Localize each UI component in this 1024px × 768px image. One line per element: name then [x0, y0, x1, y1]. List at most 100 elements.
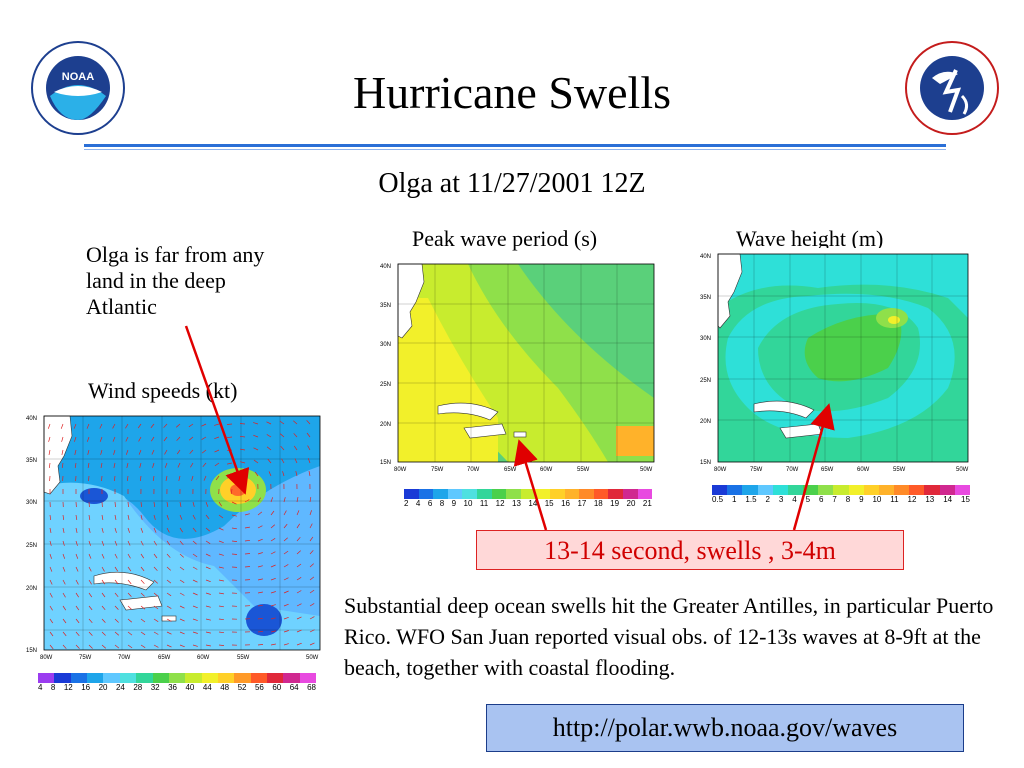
colorbar-tick: 21 [642, 499, 652, 508]
wind-vector [179, 618, 185, 622]
wind-vector [88, 553, 92, 559]
nws-logo [904, 40, 1000, 136]
slide-subtitle: Olga at 11/27/2001 12Z [378, 168, 646, 199]
wind-vector [86, 436, 90, 442]
period-colorbar: 2 4 6 8 9 10 11 12 13 14 15 16 17 18 19 20 21 [404, 489, 653, 508]
wind-vector [88, 592, 93, 598]
colorbar-tick: 28 [133, 683, 143, 692]
wind-vector [86, 423, 90, 429]
wind-vector [114, 501, 116, 508]
wind-vector [140, 514, 143, 520]
wind-vector [201, 423, 207, 427]
wind-vector [75, 605, 80, 611]
waves-url-link[interactable]: http://polar.wwb.noaa.gov/waves [486, 704, 964, 752]
wind-vector [214, 462, 220, 467]
wind-vector [244, 553, 251, 555]
wind-vector [270, 524, 276, 529]
colorbar-tick: 8 [439, 499, 445, 508]
wind-vector [140, 527, 144, 533]
wind-vector [205, 514, 210, 520]
wind-vector [140, 540, 144, 546]
colorbar-tick: 14 [528, 499, 538, 508]
wind-vector [257, 604, 263, 607]
wind-vector [226, 423, 233, 425]
wind-vector [61, 449, 64, 455]
wind-vector [137, 423, 142, 429]
wind-vector [296, 577, 302, 581]
wind-vector [192, 540, 197, 545]
colorbar-tick: 12 [63, 683, 73, 692]
wind-vector [306, 420, 311, 425]
wind-vector [101, 475, 103, 482]
wind-vector [166, 592, 172, 597]
wind-vector [153, 631, 159, 635]
wind-vector [62, 579, 66, 585]
wind-vector [75, 527, 78, 533]
lat-tick: 25N [380, 382, 391, 388]
period-map-lat-axis: 40N 35N 30N 25N 20N 15N [380, 264, 391, 466]
wind-vector [253, 422, 259, 425]
wind-vector [114, 605, 119, 610]
wind-vector [231, 514, 237, 517]
wind-vector [244, 499, 250, 503]
wind-vector [205, 553, 211, 557]
lon-tick: 70W [786, 467, 799, 473]
colorbar-tick: 6 [427, 499, 433, 508]
wind-vector [140, 592, 145, 597]
wind-vector [307, 458, 311, 464]
wind-vector [100, 462, 103, 468]
period-map-label: Peak wave period (s) [412, 226, 598, 251]
lat-tick: 15N [380, 460, 391, 466]
wind-vector [127, 605, 132, 610]
wind-vector [205, 631, 211, 634]
wind-vector [293, 445, 298, 451]
colorbar-tick: 7 [832, 495, 837, 504]
wind-vector [205, 566, 211, 570]
wind-vector [153, 579, 158, 584]
wind-vector [153, 644, 159, 648]
wind-vector [87, 462, 90, 468]
colorbar-tick: 18 [593, 499, 603, 508]
colorbar-tick: 3 [778, 495, 784, 504]
wind-vector [270, 577, 276, 581]
colorbar-tick: 4 [415, 499, 421, 508]
colorbar-tick: 36 [168, 683, 177, 692]
lon-tick: 65W [158, 655, 171, 661]
wind-vector [192, 605, 198, 609]
wind-vector [62, 592, 66, 598]
wind-vector [127, 644, 133, 649]
wind-vector [283, 616, 289, 620]
wind-vector [270, 497, 274, 503]
wind-vector [253, 459, 259, 464]
wind-vector [153, 553, 158, 559]
wind-vector [114, 566, 118, 572]
wind-vector [114, 644, 120, 649]
wind-vector [127, 592, 132, 597]
colorbar-tick: 8 [845, 495, 851, 504]
wind-vector [266, 434, 272, 438]
wind-vector [239, 423, 246, 425]
wind-vector [192, 618, 198, 621]
wind-vector [189, 449, 194, 454]
wind-vector [113, 449, 116, 455]
wind-vector [166, 553, 171, 558]
colorbar-tick: 10 [463, 499, 473, 508]
wind-vector [214, 436, 220, 440]
wind-vector [61, 436, 64, 442]
colorbar-tick: 16 [561, 499, 570, 508]
wind-vector [218, 527, 224, 531]
wind-vector [152, 475, 155, 481]
wind-vector [201, 436, 207, 440]
lat-tick: 15N [26, 648, 37, 654]
wind-vector [218, 644, 225, 646]
wind-vector [88, 540, 91, 546]
colorbar-tick: 24 [115, 683, 125, 692]
wind-vector [62, 631, 67, 637]
lat-tick: 35N [380, 303, 391, 309]
wind-vector [49, 579, 53, 585]
wind-vector [62, 618, 67, 624]
wind-vector [205, 592, 211, 595]
wind-vector [49, 592, 53, 598]
wind-vector [151, 449, 155, 455]
wind-vector [283, 564, 289, 568]
